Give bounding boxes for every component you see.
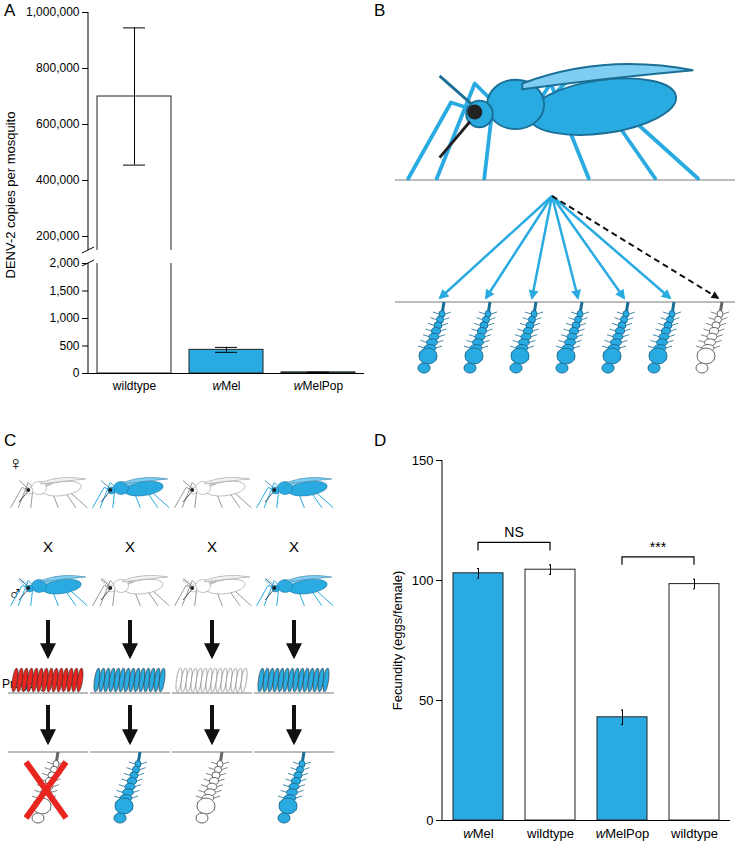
svg-text:200,000: 200,000 [36, 229, 80, 243]
svg-text:X: X [43, 538, 53, 555]
svg-text:***: *** [650, 539, 667, 555]
svg-text:wildtype: wildtype [112, 379, 157, 393]
svg-text:B: B [374, 1, 385, 20]
svg-text:1,000,000: 1,000,000 [26, 5, 80, 19]
svg-text:wMelPop: wMelPop [596, 826, 649, 841]
svg-text:wildtype: wildtype [670, 826, 718, 841]
svg-text:D: D [374, 431, 386, 450]
svg-text:100: 100 [412, 573, 434, 588]
svg-text:0: 0 [73, 366, 80, 380]
svg-text:500: 500 [59, 339, 79, 353]
svg-text:A: A [4, 1, 16, 20]
svg-text:50: 50 [419, 693, 433, 708]
svg-text:0: 0 [426, 813, 433, 828]
svg-text:2,000: 2,000 [49, 256, 79, 270]
svg-text:150: 150 [412, 453, 434, 468]
svg-text:DENV-2 copies per mosquito: DENV-2 copies per mosquito [3, 112, 18, 279]
svg-text:♂: ♂ [8, 582, 23, 604]
svg-text:1,000: 1,000 [49, 311, 79, 325]
svg-text:X: X [125, 538, 135, 555]
svg-text:Fecundity (eggs/female): Fecundity (eggs/female) [390, 571, 405, 710]
svg-text:wMelPop: wMelPop [294, 379, 344, 393]
svg-text:wMel: wMel [463, 826, 493, 841]
svg-text:wMel: wMel [212, 379, 240, 393]
svg-text:X: X [207, 538, 217, 555]
svg-text:♀: ♀ [8, 452, 23, 474]
svg-text:400,000: 400,000 [36, 173, 80, 187]
svg-text:wildtype: wildtype [526, 826, 574, 841]
svg-text:NS: NS [504, 524, 523, 540]
svg-text:X: X [289, 538, 299, 555]
svg-text:800,000: 800,000 [36, 61, 80, 75]
svg-text:C: C [4, 431, 16, 450]
svg-text:1,500: 1,500 [49, 284, 79, 298]
svg-text:600,000: 600,000 [36, 117, 80, 131]
